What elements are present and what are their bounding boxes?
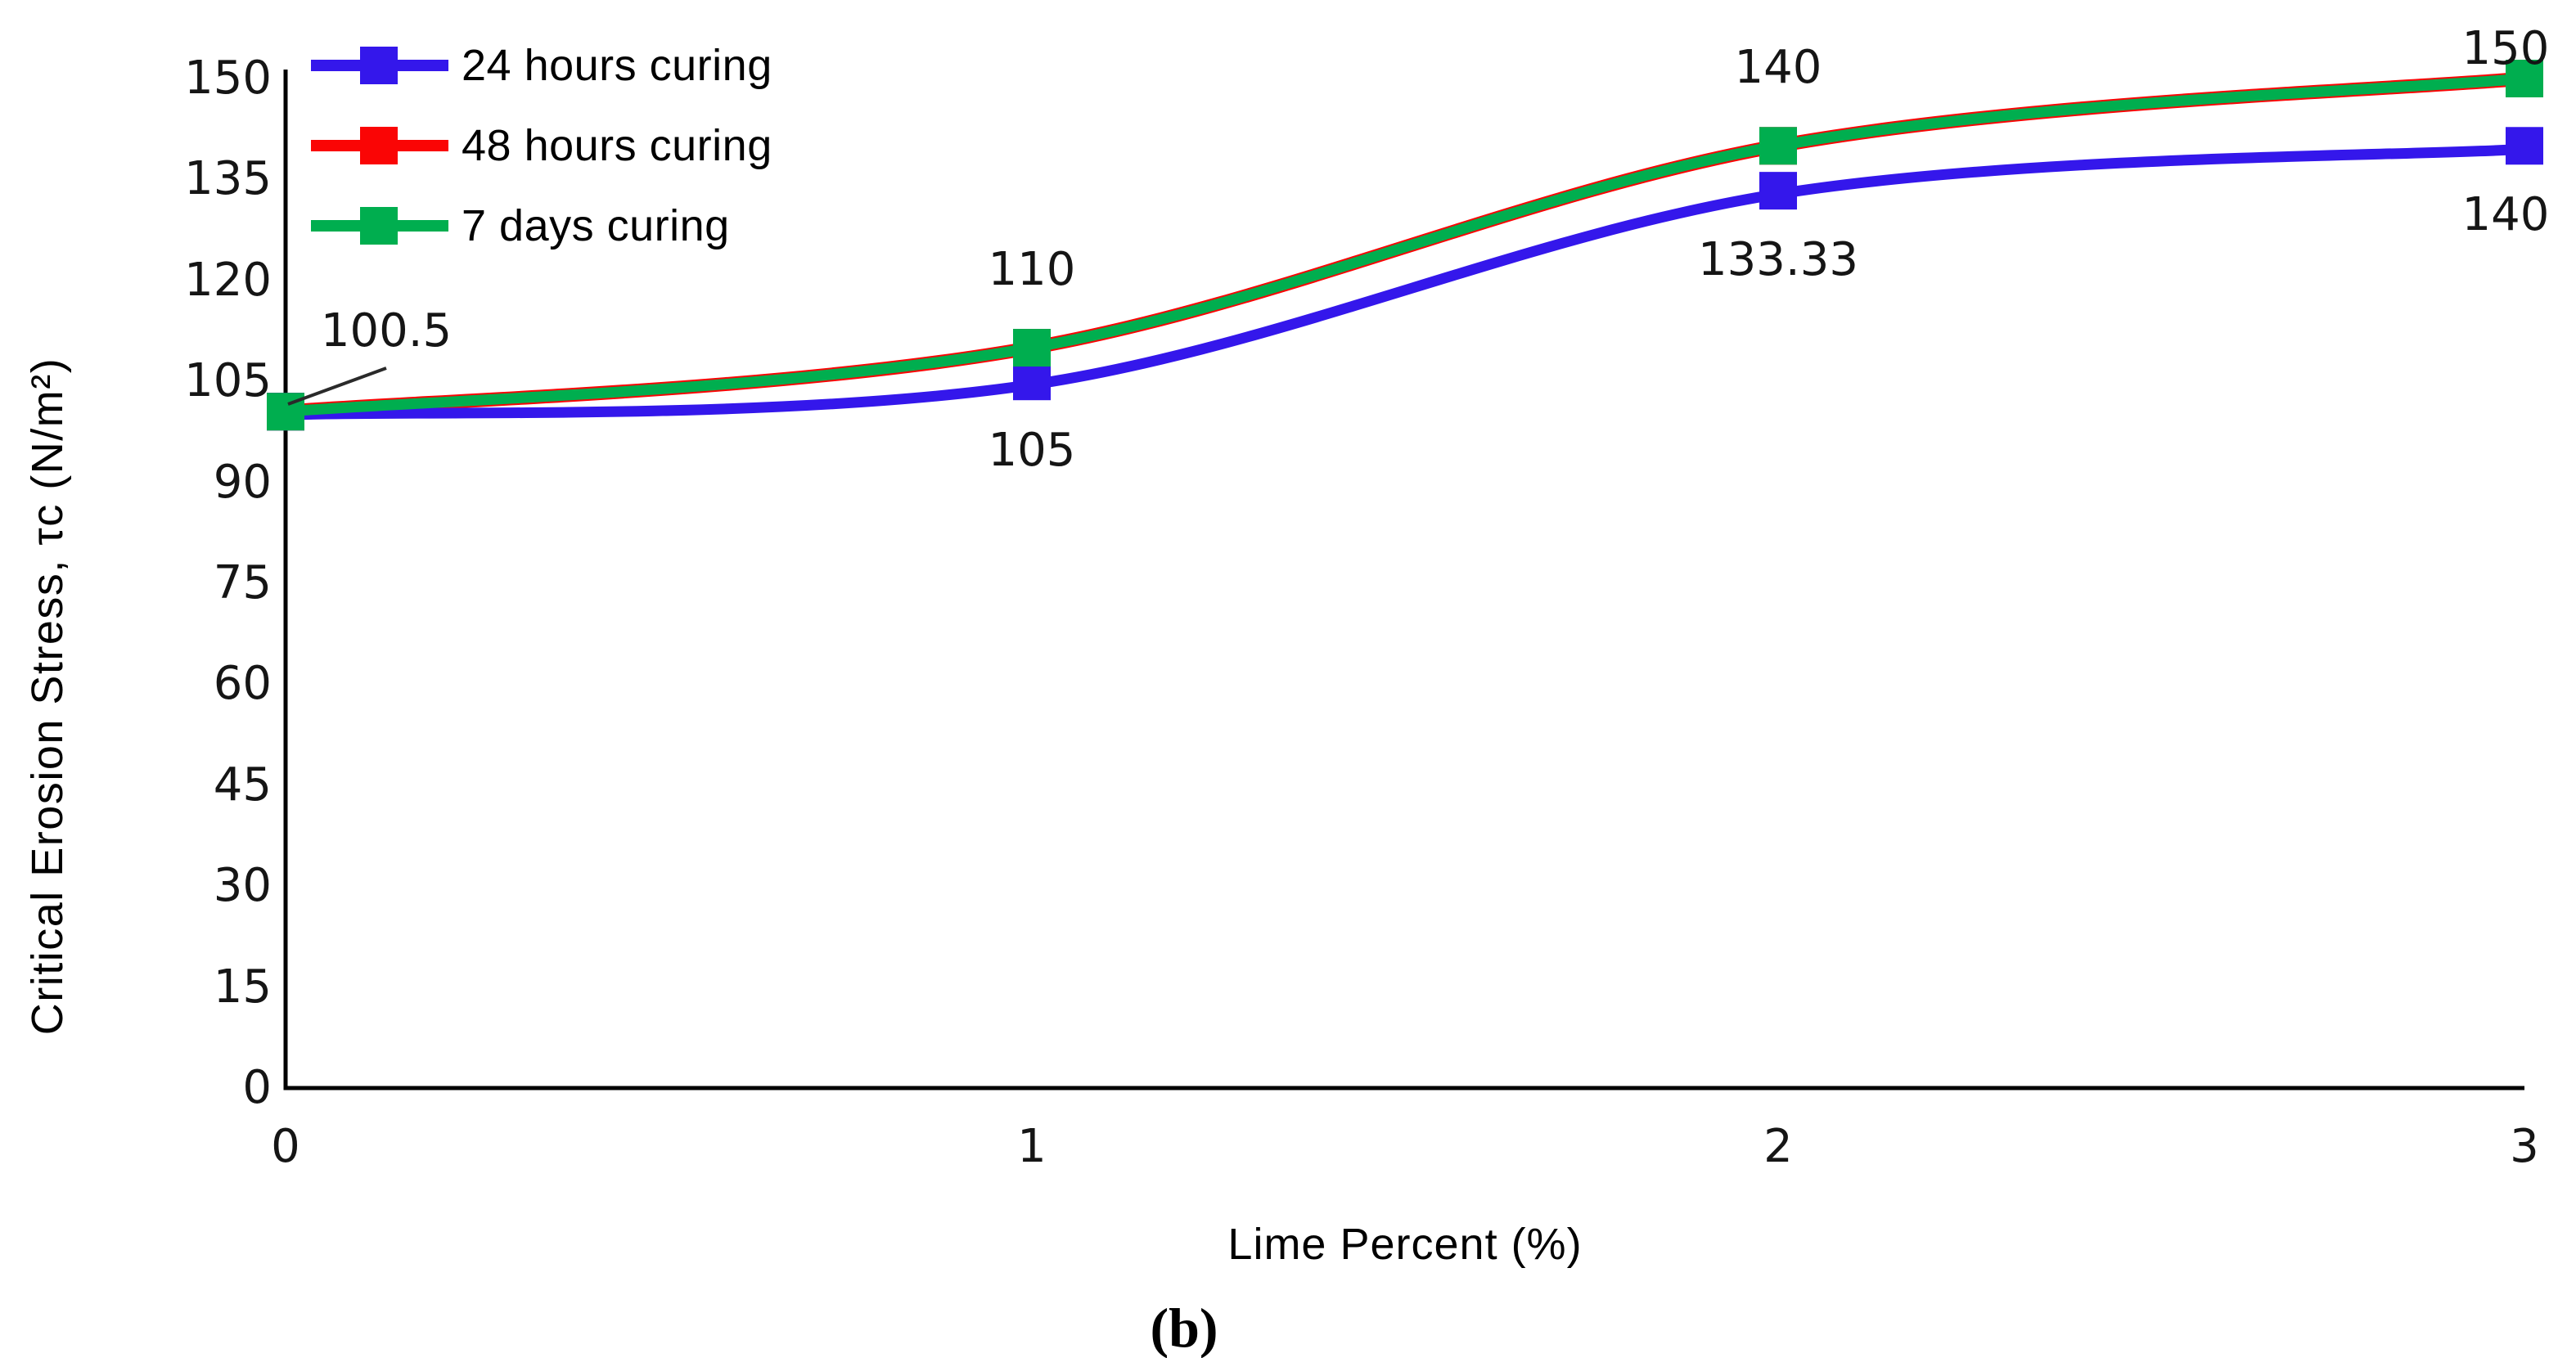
x-tick-label: 3 <box>2510 1120 2539 1173</box>
legend-marker-sample <box>360 127 398 164</box>
x-tick-label: 2 <box>1763 1120 1793 1173</box>
x-tick-label: 1 <box>1017 1120 1047 1173</box>
series-line-7-days-curing <box>280 73 2530 417</box>
data-label-24-hours-curing: 140 <box>2461 188 2550 242</box>
line-square-marker-icon <box>311 206 448 245</box>
line-square-marker-icon <box>311 126 448 165</box>
y-tick-label: 150 <box>184 52 272 105</box>
y-tick-label: 45 <box>213 758 272 812</box>
data-label-7-days-curing: 150 <box>2461 22 2550 75</box>
annotation-label: 100.5 <box>320 304 453 357</box>
y-tick-label: 0 <box>242 1061 272 1114</box>
data-label-7-days-curing: 140 <box>1734 41 1822 95</box>
y-tick-label: 75 <box>213 556 272 609</box>
y-tick-label: 120 <box>184 253 272 307</box>
legend-label: 48 hours curing <box>462 121 772 170</box>
legend-label: 24 hours curing <box>462 41 772 90</box>
legend-marker-sample <box>360 207 398 245</box>
y-tick-label: 15 <box>213 960 272 1014</box>
chart-legend: 24 hours curing 48 hours curing 7 days c… <box>311 43 772 249</box>
legend-item-7-days-curing: 7 days curing <box>311 203 772 249</box>
series-line-24-hours-curing <box>280 143 2530 420</box>
y-tick-label: 105 <box>184 354 272 408</box>
data-label-24-hours-curing: 133.33 <box>1698 233 1858 287</box>
y-axis-title: Critical Erosion Stress, τc (N/m²) <box>23 357 72 1036</box>
marker-24-hours-curing-x1 <box>1013 362 1051 401</box>
annotation-leader-line <box>287 366 387 406</box>
marker-7-days-curing-x3 <box>2506 60 2543 97</box>
legend-item-24-hours-curing: 24 hours curing <box>311 43 772 88</box>
legend-marker-sample <box>360 47 398 84</box>
line-square-marker-icon <box>311 46 448 85</box>
figure-caption: (b) <box>1150 1297 1218 1358</box>
legend-label: 7 days curing <box>462 201 730 250</box>
marker-24-hours-curing-x3 <box>2506 127 2543 165</box>
y-tick-label: 135 <box>184 152 272 206</box>
data-label-24-hours-curing: 105 <box>988 424 1076 478</box>
marker-7-days-curing-x1 <box>1013 329 1051 367</box>
marker-7-days-curing-x2 <box>1759 127 1797 165</box>
x-axis-title: Lime Percent (%) <box>1227 1220 1583 1269</box>
marker-24-hours-curing-x2 <box>1759 172 1797 210</box>
x-tick-label: 0 <box>271 1120 300 1173</box>
y-tick-label: 30 <box>213 859 272 913</box>
legend-item-48-hours-curing: 48 hours curing <box>311 123 772 169</box>
y-tick-label: 60 <box>213 657 272 711</box>
y-tick-label: 90 <box>213 455 272 509</box>
data-label-7-days-curing: 110 <box>988 243 1076 297</box>
